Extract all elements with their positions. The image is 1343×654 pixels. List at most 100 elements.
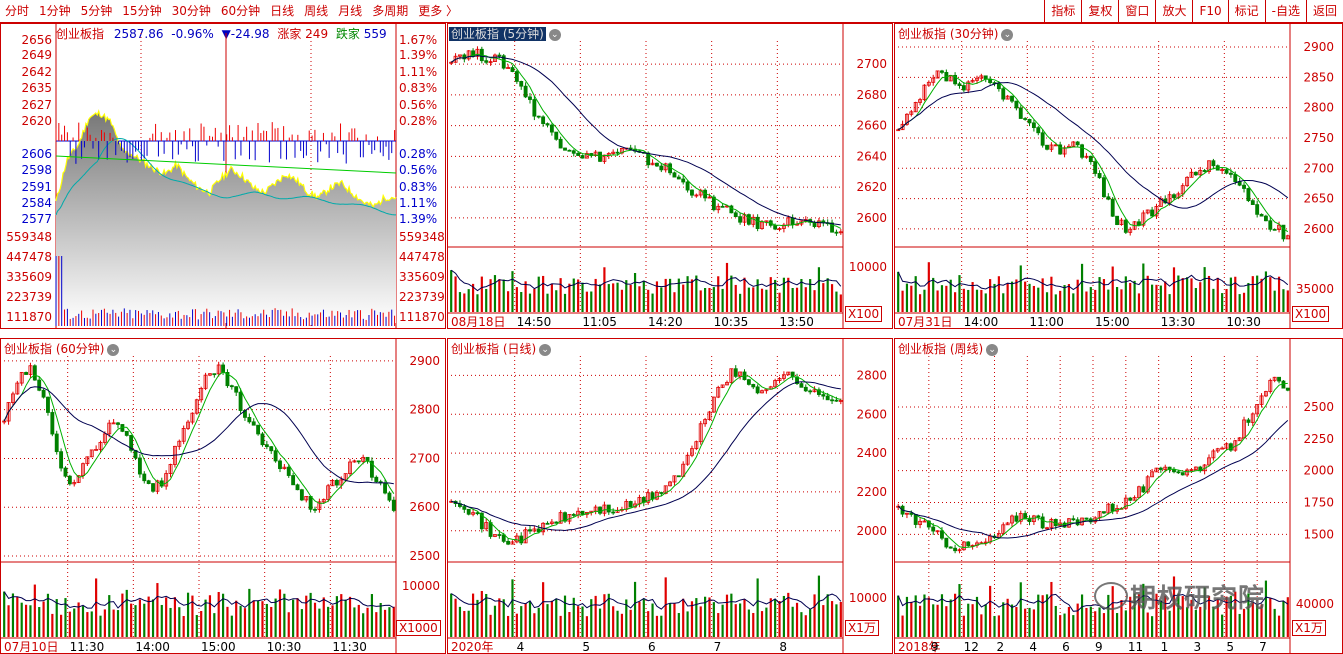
toolbar-button-7[interactable]: 返回 [1305,0,1343,22]
candle-body [1106,196,1111,200]
index-pct: -0.96% [171,27,214,41]
period-tab-4[interactable]: 30分钟 [171,4,211,18]
candle-body [1102,511,1106,514]
candle-body [212,373,217,376]
candle-body [554,131,559,140]
candle-body [733,368,738,377]
chevron-down-icon[interactable]: ⌄ [107,343,120,356]
pct-tick: 1.39% [399,48,437,62]
candle-body [1119,219,1124,225]
candle-body [484,522,489,530]
candle-body [89,449,94,458]
time-label: 6 [1062,640,1070,654]
candle-body [497,534,502,536]
pct-tick: 1.11% [399,65,437,79]
panel-60min-title[interactable]: 创业板指 (60分钟) ⌄ [4,340,120,357]
candle-body [475,48,480,57]
period-tab-7[interactable]: 周线 [304,4,329,18]
price-tick: 2649 [21,48,52,62]
volume-tick: 10000 [402,579,440,593]
toolbar-button-5[interactable]: 标记 [1227,0,1265,22]
candle-body [1250,200,1255,205]
candle-body [1154,206,1159,217]
price-tick: 2680 [856,88,887,102]
panel-day-title[interactable]: 创业板指 (日线) ⌄ [451,340,552,357]
time-label: 6 [648,640,656,654]
candle-body [1123,497,1128,509]
chevron-down-icon[interactable]: ⌄ [1001,28,1014,41]
toolbar-button-6[interactable]: -自选 [1264,0,1306,22]
candle-body [913,514,918,525]
candle-body [488,522,493,537]
candle-body [1071,141,1076,147]
panel-week-title[interactable]: 创业板指 (周线) ⌄ [898,340,999,357]
pct-tick: 0.28% [399,114,437,128]
panel-30min-title[interactable]: 创业板指 (30分钟) ⌄ [898,25,1014,42]
rise-label: 涨家 [277,27,302,41]
price-tick: 2606 [21,147,52,161]
price-tick: 2700 [856,57,887,71]
time-label: 7 [1259,640,1267,654]
candle-body [751,384,756,388]
candle-body [957,83,962,86]
candle-body [830,222,834,233]
candle-body [970,79,975,83]
candle-body [918,520,923,525]
period-tab-5[interactable]: 60分钟 [220,4,261,18]
chevron-down-icon[interactable]: ⌄ [539,343,552,356]
candle-body [466,508,471,515]
candle-body [1005,95,1010,100]
period-tab-8[interactable]: 月线 [338,4,363,18]
chevron-down-icon[interactable]: ⌄ [548,28,561,41]
candle-body [646,492,651,503]
candle-body [926,520,931,528]
pct-tick: 0.83% [399,81,437,95]
toolbar-button-0[interactable]: 指标 [1044,0,1081,22]
candle-body [142,473,147,482]
candle-body [321,499,326,503]
candle-body [720,384,725,388]
panel-5min-title[interactable]: 创业板指 (5分钟) ⌄ [449,25,561,42]
price-tick: 2700 [409,451,440,465]
period-tab-6[interactable]: 日线 [270,4,295,18]
period-tab-0[interactable]: 分时 [5,4,30,18]
toolbar-button-4[interactable]: F10 [1192,0,1227,22]
index-name: 创业板指 [56,27,105,41]
candle-body [234,386,239,393]
intraday-header: 创业板指 2587.86 -0.96% ▼-24.98 涨家 249 跌家 55… [56,25,387,42]
candle-body [1027,119,1032,124]
period-tab-3[interactable]: 15分钟 [122,4,162,18]
volume-tick: 559348 [6,230,52,244]
period-tab-1[interactable]: 1分钟 [39,4,71,18]
candle-body [1167,194,1172,204]
price-tick: 2500 [409,549,440,563]
candle-body [975,77,979,81]
candle-body [1040,516,1045,529]
candle-body [580,510,585,515]
vol-unit-5min: X100 [845,306,883,322]
period-tab-2[interactable]: 5分钟 [80,4,113,18]
candle-body [1285,387,1290,391]
candle-body [598,151,602,162]
candle-body [181,428,186,442]
period-tab-9[interactable]: 多周期 [372,4,409,18]
volume-ma-line [450,593,842,610]
toolbar-button-1[interactable]: 复权 [1081,0,1118,22]
candle-body [506,67,511,69]
candle-body [838,400,843,402]
candle-body [54,433,59,453]
candle-body [256,424,261,435]
price-tick: 2577 [21,212,52,226]
toolbar-button-3[interactable]: 放大 [1155,0,1192,22]
candle-body [821,394,826,397]
candle-body [729,205,734,214]
candle-body [493,534,497,537]
candle-body [1246,419,1251,423]
period-tab-10[interactable]: 更多 〉 [418,4,459,18]
chevron-down-icon[interactable]: ⌄ [986,343,999,356]
candle-body [606,504,611,513]
toolbar-button-2[interactable]: 窗口 [1118,0,1155,22]
panel-day: 2800 2600 2400 2200 2000 10000 2020年 4 5 6 7 8 创业板指… [447,338,893,654]
candle-body [1150,471,1155,478]
